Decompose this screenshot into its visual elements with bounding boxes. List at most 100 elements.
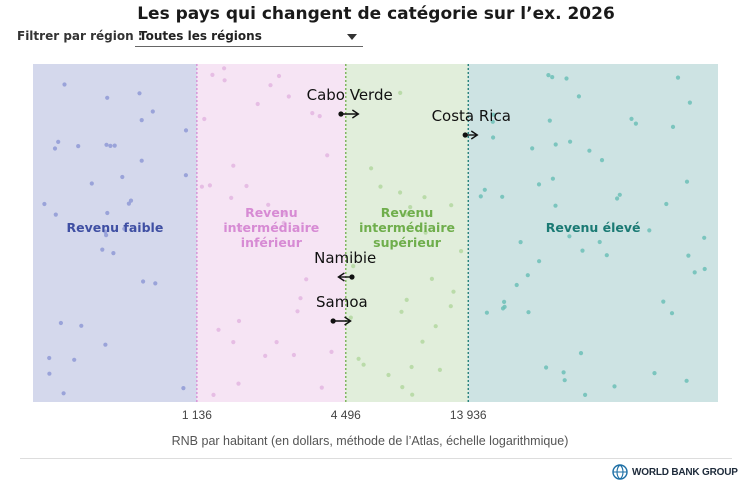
chevron-down-icon[interactable] [347,34,357,40]
country-dot [61,391,66,396]
country-dot [526,310,531,315]
country-dot [399,309,404,314]
band-label: intermédiaire [223,220,319,235]
country-dot [597,239,602,245]
country-dot [378,184,383,189]
country-dot [210,72,215,77]
country-dot [274,340,279,345]
country-dot [422,195,427,200]
region-filter-dropdown[interactable]: Toutes les régions [135,26,363,47]
country-dot [58,320,64,326]
country-dot [42,201,47,207]
threshold-tick-label: 4 496 [331,408,361,422]
country-dot [266,202,271,207]
band-label: inférieur [241,235,303,250]
country-dot [544,365,549,370]
country-dot [231,163,236,168]
country-dot [310,111,315,116]
logo-text: WORLD BANK GROUP [632,467,738,478]
country-dot [670,124,676,129]
country-dot [564,76,569,81]
country-dot [222,78,227,83]
mover-start-dot [338,111,344,117]
country-dot [398,190,403,195]
country-dot [183,173,188,178]
country-dot [122,226,127,231]
country-dot [356,356,361,361]
country-dot [298,296,303,301]
country-dot [500,194,505,199]
country-dot [108,143,113,148]
country-dot [702,235,707,240]
country-dot [281,211,286,216]
globe-icon [612,464,628,480]
country-dot [120,174,125,180]
country-dot [587,148,592,153]
country-dot [295,309,300,314]
country-dot [361,362,366,367]
country-dot [615,196,620,201]
country-dot [231,340,236,345]
country-dot [530,146,535,151]
country-dot [433,324,438,329]
mover-start-dot [349,274,355,280]
country-dot [56,139,61,144]
country-dot [449,203,454,208]
country-dot [568,139,573,144]
country-dot [100,247,105,252]
country-dot [103,342,108,347]
country-dot [502,304,507,309]
band-label: intermédiaire [359,220,455,235]
region-filter-value: Toutes les régions [139,29,262,43]
country-dot [633,121,639,126]
chart-title: Les pays qui changent de catégorie sur l… [137,4,615,24]
country-dot [550,176,556,181]
country-dot [490,119,495,124]
mover-country-label: Cabo Verde [307,86,393,104]
country-dot [263,353,268,358]
country-dot [478,194,483,199]
country-dot [580,248,585,253]
country-dot [675,75,681,80]
country-dot [79,323,84,328]
country-dot [405,212,410,217]
country-dot [104,142,109,147]
band-label: Revenu [381,205,434,220]
region-filter-label: Filtrer par région : [17,29,143,43]
country-dot [448,304,453,309]
country-dot [139,118,144,123]
country-dot [111,251,116,256]
country-dot [423,230,428,235]
mover-country-label: Costa Rica [432,107,511,125]
country-dot [105,95,110,100]
income-band [33,64,197,402]
footer-divider [20,458,732,459]
country-dot [199,184,204,189]
band-label: supérieur [373,235,442,250]
country-dot [72,357,77,362]
country-dot [244,183,249,189]
country-dot [62,82,67,87]
country-dot [183,128,189,133]
country-dot [357,88,362,93]
country-dot [268,83,273,88]
country-dot [484,310,489,315]
country-dot [687,100,693,105]
country-dot [128,198,134,203]
income-band [196,64,346,402]
country-dot [348,315,353,320]
country-dot [104,233,109,238]
country-dot [409,364,414,370]
country-dot [702,266,707,272]
country-dot [236,318,242,324]
country-dot [329,349,334,354]
country-dot [692,270,697,275]
country-dot [437,367,442,372]
country-dot [105,210,110,216]
country-dot [53,212,58,217]
country-dot [255,101,260,107]
world-bank-logo[interactable]: WORLD BANK GROUP [612,464,742,480]
country-dot [561,370,566,375]
country-dot [386,372,391,378]
